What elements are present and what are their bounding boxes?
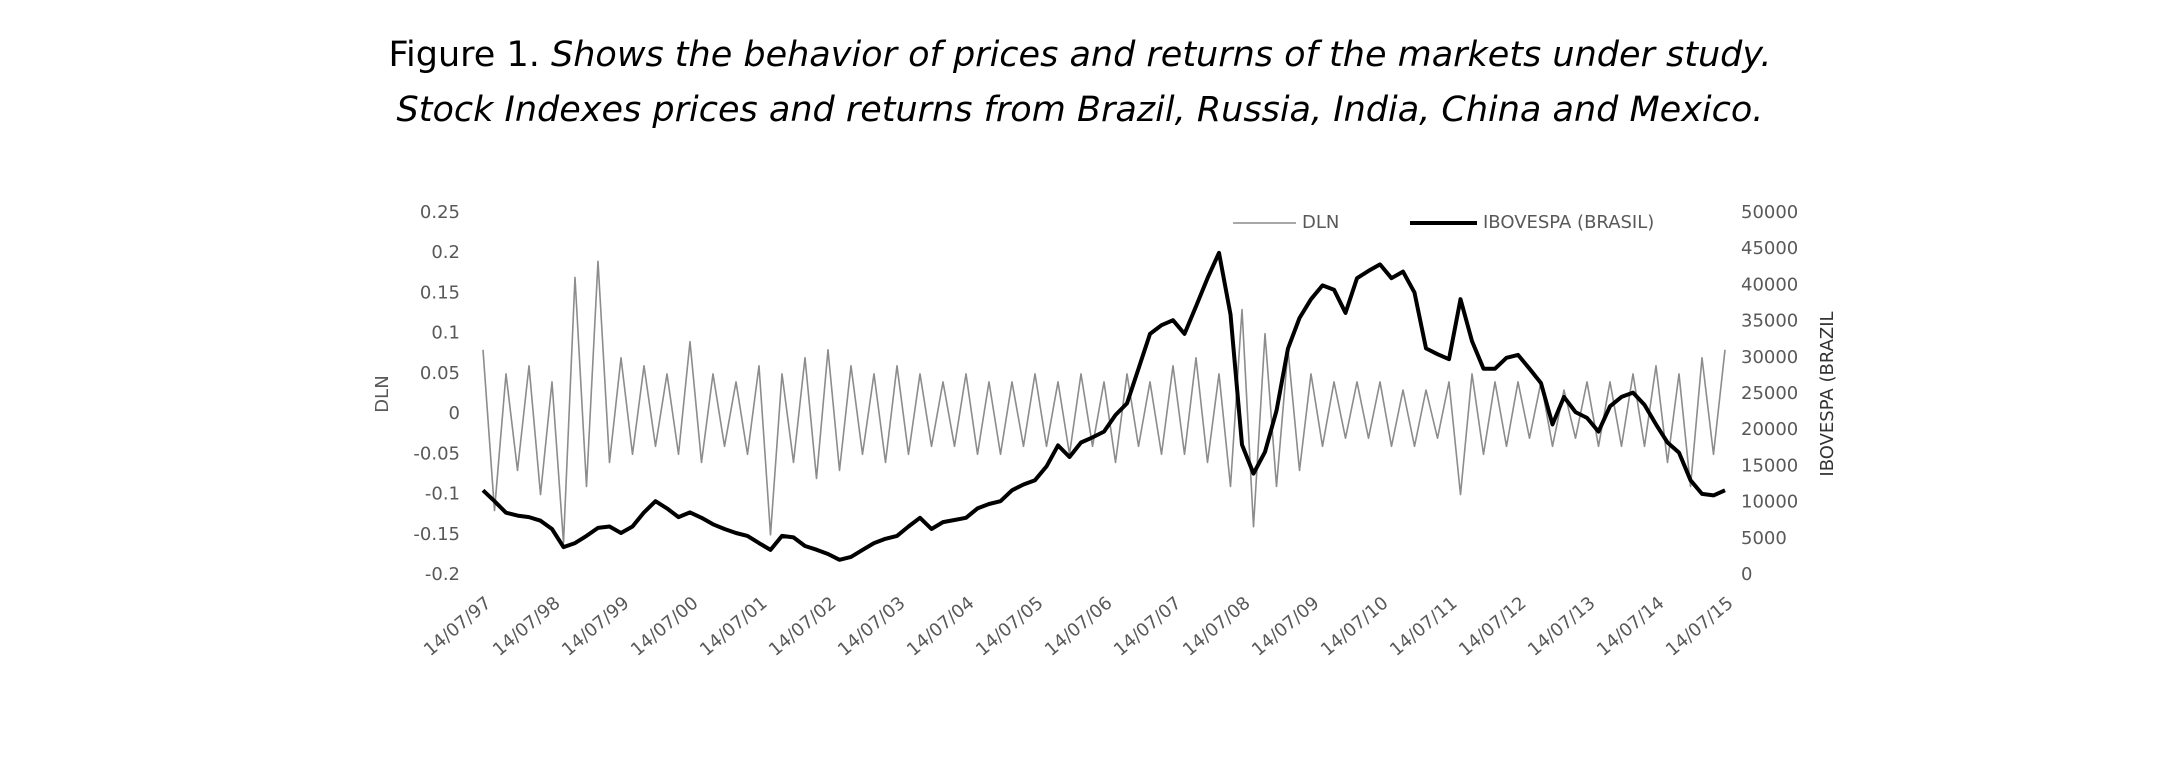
x-tick-label: 14/07/03	[834, 593, 909, 661]
x-tick-label: 14/07/99	[558, 593, 633, 661]
x-tick-label: 14/07/09	[1248, 593, 1323, 661]
y2-tick-label: 30000	[1741, 347, 1798, 368]
y2-tick-label: 40000	[1741, 274, 1798, 295]
legend-label: DLN	[1302, 212, 1339, 233]
x-tick-label: 14/07/12	[1455, 593, 1530, 661]
chart-title: Shows the behavior of prices and returns…	[551, 35, 1772, 75]
y-tick-label: -0.2	[425, 564, 460, 585]
x-tick-label: 14/07/06	[1041, 593, 1116, 661]
series-line	[481, 250, 1726, 562]
y-tick-label: 0.25	[420, 202, 460, 223]
series-line	[482, 260, 1726, 544]
y2-tick-label: 35000	[1741, 311, 1798, 332]
x-tick-label: 14/07/04	[903, 593, 978, 661]
x-tick-label: 14/07/08	[1179, 593, 1254, 661]
y-tick-label: 0.05	[420, 363, 460, 384]
x-tick-label: 14/07/14	[1593, 593, 1668, 661]
y-tick-label: 0	[449, 403, 460, 424]
y-tick-label: 0.1	[431, 323, 460, 344]
y2-tick-label: 45000	[1741, 238, 1798, 259]
x-tick-label: 14/07/02	[765, 593, 840, 661]
x-tick-label: 14/07/10	[1317, 593, 1392, 661]
subtitle: Stock Indexes prices and returns from Br…	[397, 90, 1764, 130]
x-tick-label: 14/07/07	[1110, 593, 1185, 661]
y2-axis-label: IBOVESPA (BRAZIL	[1817, 311, 1838, 476]
legend-label: IBOVESPA (BRASIL)	[1483, 212, 1654, 233]
y2-tick-label: 0	[1741, 564, 1752, 585]
x-tick-label: 14/07/00	[627, 593, 702, 661]
y2-tick-label: 10000	[1741, 492, 1798, 513]
title: Figure 1. Shows the behavior of prices a…	[388, 35, 1771, 75]
y-tick-label: -0.1	[425, 484, 460, 505]
x-tick-label: 14/07/15	[1662, 593, 1737, 661]
y2-tick-label: 15000	[1741, 455, 1798, 476]
x-tick-label: 14/07/97	[420, 593, 495, 661]
x-tick-label: 14/07/11	[1386, 593, 1461, 661]
x-tick-label: 14/07/13	[1524, 593, 1599, 661]
y2-tick-label: 25000	[1741, 383, 1798, 404]
x-tick-label: 14/07/98	[489, 593, 564, 661]
x-tick-label: 14/07/05	[972, 593, 1047, 661]
figure-label: Figure 1.	[388, 35, 539, 75]
y-tick-label: -0.15	[413, 524, 460, 545]
y2-tick-label: 20000	[1741, 419, 1798, 440]
y-axis-label: DLN	[372, 375, 393, 412]
y-tick-label: 0.2	[431, 242, 460, 263]
y-tick-label: -0.05	[413, 443, 460, 464]
x-tick-label: 14/07/01	[696, 593, 771, 661]
y2-tick-label: 5000	[1741, 528, 1787, 549]
y2-tick-label: 50000	[1741, 202, 1798, 223]
y-tick-label: 0.15	[420, 282, 460, 303]
